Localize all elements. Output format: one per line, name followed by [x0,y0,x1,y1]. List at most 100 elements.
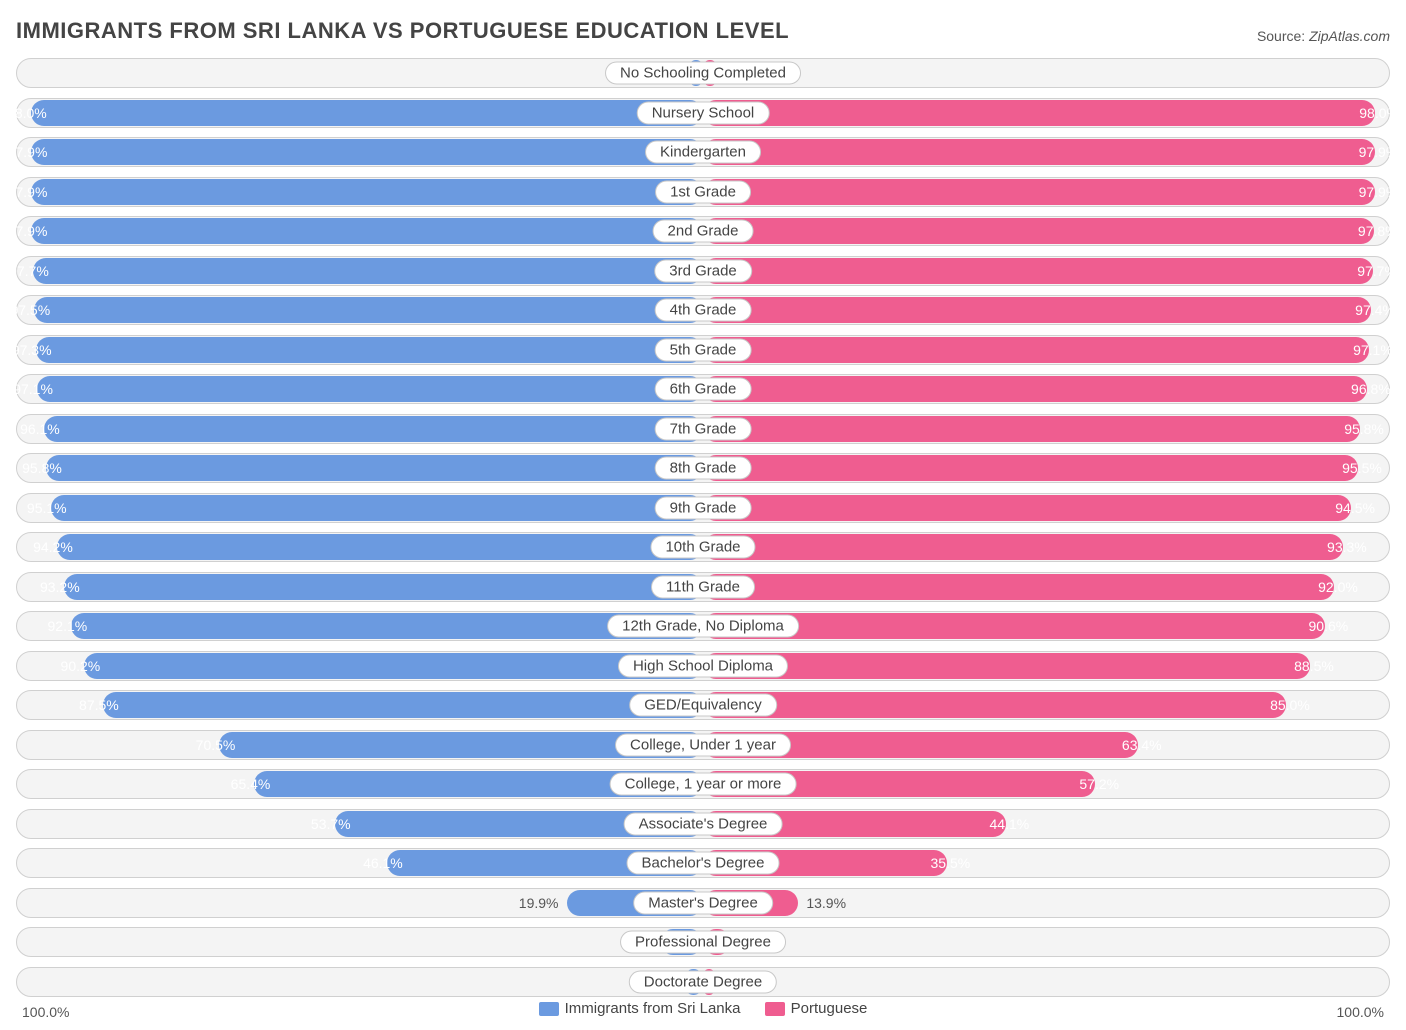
right-half: 98.0% [703,99,1389,127]
right-bar [703,692,1286,718]
right-bar [703,495,1351,521]
left-bar [57,534,703,560]
right-half: 88.5% [703,652,1389,680]
right-bar [703,297,1371,323]
left-value: 97.9% [8,184,48,200]
category-label: 3rd Grade [654,259,752,282]
source-label: Source: [1257,28,1309,44]
right-bar [703,337,1369,363]
right-value: 98.0% [1359,105,1399,121]
left-value: 94.2% [33,539,73,555]
category-label: No Schooling Completed [605,62,801,85]
category-label: Master's Degree [633,891,773,914]
chart-row: 90.2% 88.5% High School Diploma [16,651,1390,681]
right-half: 97.1% [703,336,1389,364]
chart-row: 2.0%2.1%No Schooling Completed [16,58,1390,88]
right-value: 96.8% [1351,381,1391,397]
left-half: 95.1% [17,494,703,522]
category-label: 11th Grade [651,575,755,598]
chart-row: 97.9%97.8%2nd Grade [16,216,1390,246]
chart-row: 46.1%35.5%Bachelor's Degree [16,848,1390,878]
left-half: 93.2% [17,573,703,601]
legend-label-left: Immigrants from Sri Lanka [565,1000,741,1017]
left-value: 95.1% [27,500,67,516]
left-half: 94.2% [17,533,703,561]
left-half: 95.8% [17,454,703,482]
source-name: ZipAtlas.com [1309,28,1390,44]
left-half: 53.7% [17,810,703,838]
left-value: 97.3% [12,342,52,358]
left-half: 92.1% [17,612,703,640]
legend-swatch-right [765,1002,785,1016]
right-value: 95.5% [1342,460,1382,476]
left-value: 97.9% [8,144,48,160]
right-half: 97.7% [703,257,1389,285]
left-half: 97.7% [17,257,703,285]
left-half: 97.9% [17,138,703,166]
left-value: 97.1% [13,381,53,397]
right-bar [703,534,1343,560]
chart-row: 87.5%85.0%GED/Equivalency [16,690,1390,720]
legend-item-right: Portuguese [765,1000,868,1017]
left-bar [31,139,703,165]
left-value: 90.2% [61,658,101,674]
right-half: 93.3% [703,533,1389,561]
left-half: 65.4% [17,770,703,798]
left-value: 97.7% [9,263,49,279]
right-value: 95.8% [1344,421,1384,437]
legend: Immigrants from Sri Lanka Portuguese [16,1000,1390,1020]
right-bar [703,574,1334,600]
category-label: 4th Grade [655,299,752,322]
left-half: 97.3% [17,336,703,364]
left-half: 96.1% [17,415,703,443]
chart-row: 97.7%97.7%3rd Grade [16,256,1390,286]
category-label: 9th Grade [655,496,752,519]
category-label: Bachelor's Degree [627,852,780,875]
chart-row: 65.4%57.2%College, 1 year or more [16,769,1390,799]
category-label: 10th Grade [650,536,755,559]
category-label: GED/Equivalency [629,694,777,717]
right-half: 95.5% [703,454,1389,482]
left-half: 90.2% [17,652,703,680]
chart-row: 98.0%98.0%Nursery School [16,98,1390,128]
right-half: 96.8% [703,375,1389,403]
category-label: High School Diploma [618,654,788,677]
left-value: 97.9% [8,223,48,239]
left-half: 46.1% [17,849,703,877]
category-label: Professional Degree [620,931,786,954]
category-label: Kindergarten [645,141,761,164]
category-label: Nursery School [637,101,770,124]
left-value: 95.8% [22,460,62,476]
right-half: 57.2% [703,770,1389,798]
chart-row: 53.7% 44.1% Associate's Degree [16,809,1390,839]
chart-row: 97.5%97.4%4th Grade [16,295,1390,325]
category-label: College, Under 1 year [615,733,791,756]
right-value: 57.2% [1079,776,1119,792]
right-half: 90.6% [703,612,1389,640]
category-label: Associate's Degree [624,812,783,835]
right-half: 13.9% [703,889,1389,917]
left-value: 53.7% [311,816,351,832]
chart-row: 97.1% 96.8% 6th Grade [16,374,1390,404]
right-value: 44.1% [990,816,1030,832]
right-half: 97.9% [703,178,1389,206]
chart-row: 93.2%92.0%11th Grade [16,572,1390,602]
category-label: Doctorate Degree [629,970,777,993]
left-bar [51,495,703,521]
right-value: 88.5% [1294,658,1334,674]
left-half: 97.9% [17,178,703,206]
left-half: 6.2% [17,928,703,956]
chart-row: 95.8%95.5%8th Grade [16,453,1390,483]
right-half: 97.8% [703,217,1389,245]
category-label: 12th Grade, No Diploma [607,615,799,638]
right-bar [703,100,1375,126]
left-half: 97.9% [17,217,703,245]
category-label: 5th Grade [655,338,752,361]
left-bar [34,297,703,323]
right-bar [703,139,1375,165]
category-label: 6th Grade [655,378,752,401]
left-half: 87.5% [17,691,703,719]
right-half: 94.5% [703,494,1389,522]
chart-row: 97.9%97.9%1st Grade [16,177,1390,207]
right-bar [703,455,1358,481]
